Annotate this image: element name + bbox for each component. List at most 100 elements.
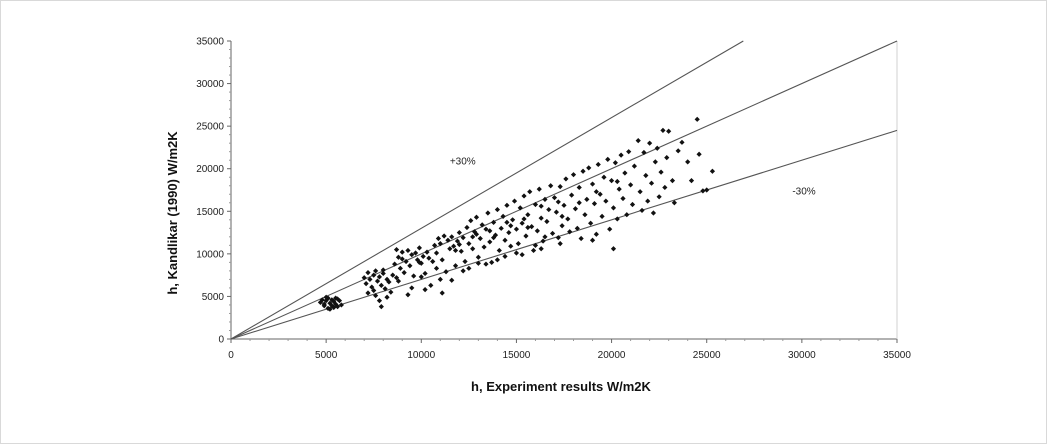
data-point <box>513 250 520 256</box>
data-point <box>397 265 403 271</box>
data-point <box>382 286 388 292</box>
data-point <box>395 278 402 284</box>
data-point <box>451 243 457 249</box>
data-point <box>610 205 617 211</box>
data-point <box>555 199 561 205</box>
data-point <box>500 213 506 219</box>
data-point <box>475 254 481 260</box>
data-point <box>319 297 325 303</box>
data-point <box>534 228 540 234</box>
data-point <box>519 220 525 226</box>
data-point <box>331 298 337 305</box>
data-point <box>532 201 539 208</box>
data-point <box>567 229 573 235</box>
data-point <box>441 233 447 239</box>
data-point <box>525 212 531 218</box>
data-point <box>428 282 434 288</box>
data-point <box>685 159 691 165</box>
data-point <box>433 250 440 256</box>
data-point <box>608 178 615 184</box>
data-point <box>506 229 512 236</box>
data-point <box>628 182 634 188</box>
data-point <box>658 169 664 175</box>
data-point <box>452 247 459 254</box>
data-point <box>704 187 710 193</box>
data-point <box>378 282 384 288</box>
data-point <box>483 261 489 267</box>
data-point <box>471 229 478 235</box>
x-tick-label: 15000 <box>503 350 531 361</box>
data-point <box>527 189 533 195</box>
x-tick-label: 0 <box>228 350 234 361</box>
data-point <box>449 234 455 240</box>
data-point <box>563 176 569 182</box>
data-point <box>648 180 655 186</box>
data-point <box>536 186 542 192</box>
data-point <box>496 247 502 254</box>
data-point <box>477 235 483 242</box>
data-point <box>378 304 384 310</box>
data-point <box>629 201 636 208</box>
data-point <box>462 258 468 265</box>
data-point <box>376 274 383 280</box>
data-point <box>412 250 419 256</box>
data-point <box>331 304 337 311</box>
data-point <box>363 281 369 287</box>
data-point <box>367 276 373 282</box>
data-point <box>593 189 599 195</box>
data-point <box>365 269 371 276</box>
data-point <box>523 233 529 239</box>
data-point <box>525 224 531 231</box>
data-point <box>538 215 544 221</box>
data-point <box>624 212 630 218</box>
data-point <box>424 249 430 255</box>
data-point <box>586 165 592 171</box>
x-tick-label: 20000 <box>598 350 626 361</box>
data-point <box>576 184 582 191</box>
data-point <box>569 192 575 198</box>
data-point <box>555 235 561 241</box>
data-point <box>538 246 544 252</box>
data-point <box>645 198 651 204</box>
data-point <box>688 178 695 184</box>
data-point <box>321 303 327 309</box>
data-point <box>669 178 676 184</box>
data-point <box>511 198 518 204</box>
data-point <box>409 252 415 258</box>
data-point <box>327 300 333 306</box>
data-point <box>662 184 668 191</box>
data-point <box>365 290 371 296</box>
data-point <box>466 265 472 271</box>
data-point <box>551 195 558 201</box>
data-point <box>513 226 520 232</box>
y-tick-label: 5000 <box>202 292 225 303</box>
data-point <box>570 172 577 178</box>
data-point <box>675 148 681 154</box>
data-point <box>584 196 590 202</box>
data-point <box>373 292 379 299</box>
data-point <box>639 207 645 214</box>
data-point <box>494 206 500 213</box>
data-point <box>650 210 657 216</box>
data-point <box>494 257 500 263</box>
data-point <box>605 156 611 162</box>
data-point <box>652 159 658 165</box>
x-tick-label: 25000 <box>693 350 721 361</box>
data-point <box>338 302 344 308</box>
data-point <box>323 298 329 304</box>
x-tick-label: 5000 <box>315 350 338 361</box>
data-point <box>490 235 497 241</box>
data-point <box>618 152 624 158</box>
data-point <box>553 209 559 215</box>
data-point <box>700 188 706 194</box>
data-point <box>443 269 449 275</box>
data-point <box>504 202 510 208</box>
data-point <box>519 252 525 258</box>
y-tick-label: 30000 <box>196 79 224 90</box>
data-point <box>464 224 470 231</box>
data-point <box>489 259 495 265</box>
data-point <box>664 155 670 161</box>
data-point <box>399 256 405 262</box>
data-point <box>388 289 394 295</box>
